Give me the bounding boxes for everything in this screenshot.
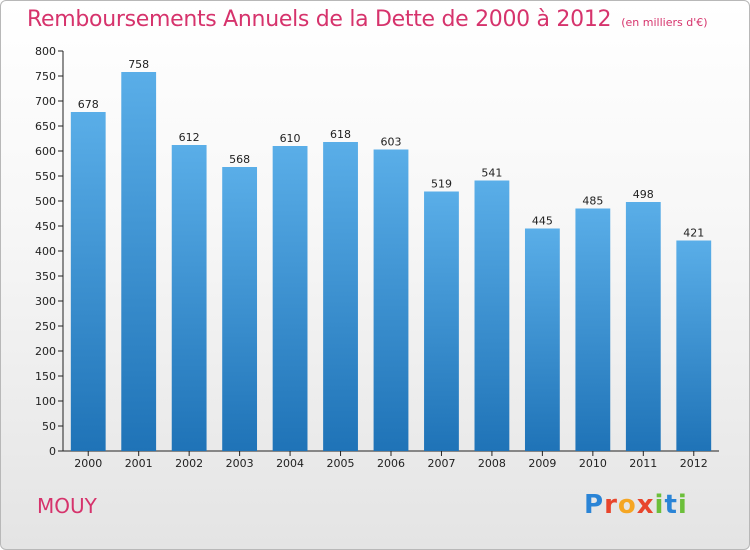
y-tick-label: 800 [35, 45, 56, 58]
bars: 678 758 612 568 610 618 603 519 541 445 485 498 421 [70, 58, 712, 451]
logo-letter: P [584, 490, 605, 520]
commune-name: MOUY [37, 494, 97, 518]
x-tick-label: 2003 [226, 457, 254, 470]
bar-value-label: 568 [229, 153, 250, 166]
x-tick-label: 2008 [478, 457, 506, 470]
bar-value-label: 541 [481, 167, 502, 180]
y-tick-label: 150 [35, 370, 56, 383]
bar [121, 72, 157, 451]
logo-letter: i [677, 490, 688, 520]
bar-value-label: 618 [330, 128, 351, 141]
bar-value-label: 498 [633, 188, 654, 201]
bar [575, 208, 611, 451]
bar [676, 240, 712, 451]
x-tick-label: 2011 [629, 457, 657, 470]
bar [272, 146, 308, 451]
y-tick-label: 550 [35, 170, 56, 183]
axes: 0 50 100 150 200 250 300 350 400 450 500 550 600 650 7… [35, 45, 719, 470]
bar [323, 142, 358, 451]
x-tick-label: 2000 [74, 457, 102, 470]
x-tick-label: 2004 [276, 457, 304, 470]
logo-letter: r [604, 490, 618, 520]
bar-value-label: 519 [431, 178, 452, 191]
y-tick-label: 100 [35, 395, 56, 408]
chart-title-text: Remboursements Annuels de la Dette de 20… [27, 7, 612, 32]
bar-value-label: 603 [381, 136, 402, 149]
x-tick-label: 2002 [175, 457, 203, 470]
bar-value-label: 758 [128, 58, 149, 71]
bar-value-label: 678 [78, 98, 99, 111]
y-tick-label: 350 [35, 270, 56, 283]
bar-value-label: 612 [179, 131, 200, 144]
bar [222, 167, 258, 451]
bar [171, 145, 207, 451]
proxiti-logo: Proxiti [584, 490, 688, 520]
logo-letter: o [617, 490, 637, 520]
logo-letter: x [636, 490, 655, 520]
y-tick-label: 500 [35, 195, 56, 208]
bar-value-label: 445 [532, 215, 553, 228]
x-tick-label: 2005 [327, 457, 355, 470]
bar-value-label: 421 [683, 227, 704, 240]
y-tick-label: 200 [35, 345, 56, 358]
bar-value-label: 610 [280, 132, 301, 145]
chart-subtitle: (en milliers d'€) [621, 16, 708, 29]
x-tick-label: 2009 [528, 457, 556, 470]
x-tick-label: 2001 [125, 457, 153, 470]
y-tick-label: 750 [35, 70, 56, 83]
bar [625, 202, 661, 451]
chart-title: Remboursements Annuels de la Dette de 20… [27, 7, 708, 32]
y-tick-label: 400 [35, 245, 56, 258]
x-tick-label: 2010 [579, 457, 607, 470]
bar [373, 149, 409, 451]
y-tick-label: 50 [42, 420, 56, 433]
y-tick-label: 250 [35, 320, 56, 333]
bar [524, 228, 560, 451]
bar [70, 112, 106, 451]
y-tick-label: 700 [35, 95, 56, 108]
x-tick-label: 2006 [377, 457, 405, 470]
x-tick-label: 2007 [427, 457, 455, 470]
logo-letter: i [654, 490, 665, 520]
y-tick-label: 300 [35, 295, 56, 308]
y-tick-label: 450 [35, 220, 56, 233]
bar [474, 180, 510, 451]
logo-letter: t [664, 490, 678, 520]
y-tick-label: 600 [35, 145, 56, 158]
y-tick-label: 0 [49, 445, 56, 458]
bar [424, 191, 459, 451]
x-tick-label: 2012 [680, 457, 708, 470]
y-tick-label: 650 [35, 120, 56, 133]
bar-value-label: 485 [582, 195, 603, 208]
